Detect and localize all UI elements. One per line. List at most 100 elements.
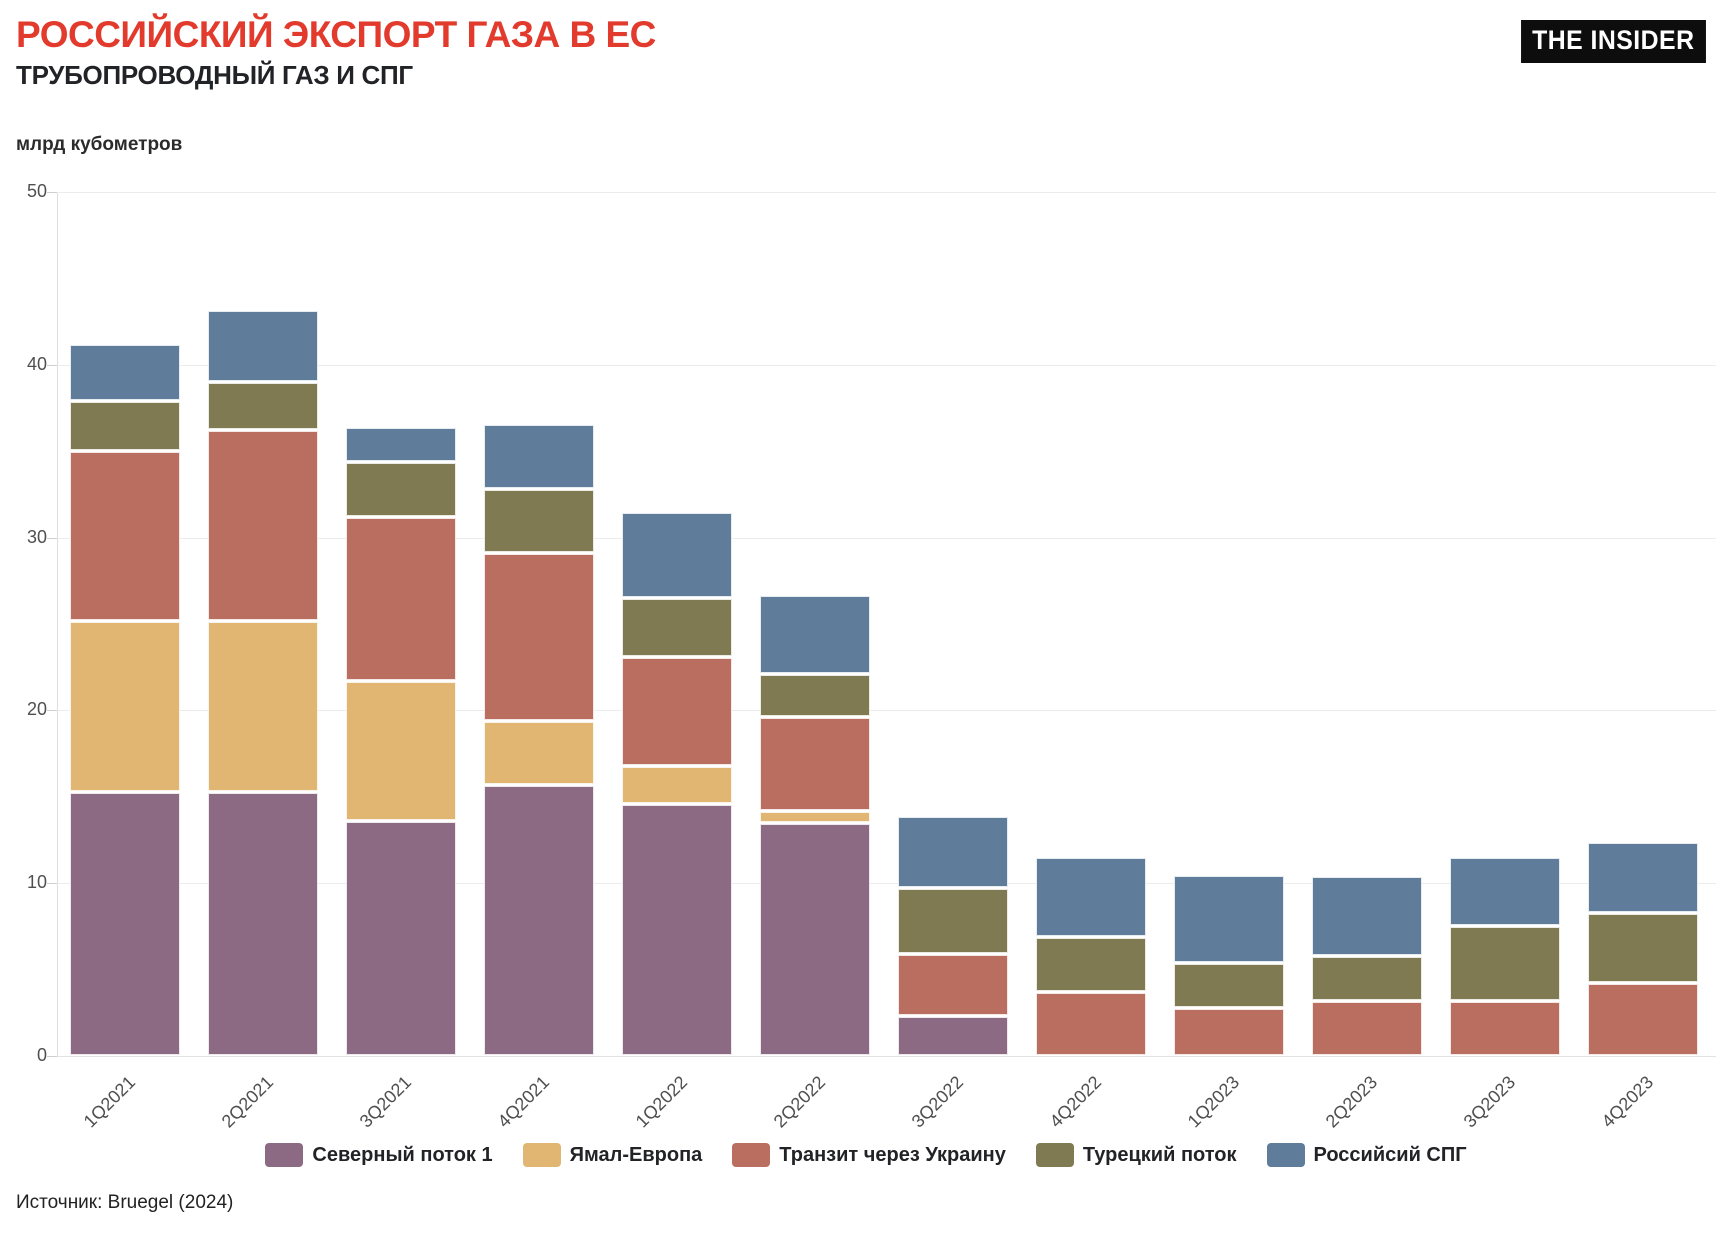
bar-4Q2021: [484, 192, 594, 1056]
segment-1Q2021-Транзит через Украину: [70, 452, 180, 620]
segment-1Q2023-Российсий СПГ: [1174, 875, 1284, 962]
legend-item: Транзит через Украину: [732, 1143, 1006, 1167]
legend-label: Турецкий поток: [1082, 1143, 1237, 1166]
segment-1Q2022-Транзит через Украину: [622, 657, 732, 765]
legend-label: Северный поток 1: [312, 1143, 493, 1166]
segment-3Q2023-Транзит через Украину: [1450, 1001, 1560, 1055]
segment-1Q2021-Турецкий поток: [70, 402, 180, 451]
legend-swatch: [1266, 1143, 1305, 1167]
gridline-40: [57, 364, 1716, 366]
segment-4Q2021-Ямал-Европа: [484, 721, 594, 784]
segment-1Q2022-Ямал-Европа: [622, 766, 732, 803]
bar-1Q2022: [622, 192, 732, 1056]
segment-1Q2021-Ямал-Европа: [70, 621, 180, 791]
y-tick-40: [47, 364, 57, 366]
segment-3Q2022-Турецкий поток: [898, 889, 1008, 954]
bar-4Q2023: [1588, 192, 1698, 1056]
x-tick-label-2Q2023: 2Q2023: [1321, 1072, 1382, 1132]
source-note: Источник: Bruegel (2024): [16, 1192, 234, 1213]
x-tick-label-4Q2021: 4Q2021: [493, 1072, 554, 1132]
gridline-0: [57, 1056, 1716, 1057]
segment-2Q2022-Российсий СПГ: [760, 595, 870, 674]
legend-item: Ямал-Европа: [522, 1143, 703, 1167]
bar-4Q2022: [1036, 192, 1146, 1056]
segment-2Q2022-Ямал-Европа: [760, 811, 870, 822]
segment-2Q2023-Российсий СПГ: [1312, 877, 1422, 955]
y-tick-30: [47, 537, 57, 539]
segment-2Q2022-Турецкий поток: [760, 675, 870, 717]
bar-3Q2021: [346, 192, 456, 1056]
x-tick-label-3Q2022: 3Q2022: [907, 1072, 968, 1132]
segment-4Q2023-Транзит через Украину: [1588, 984, 1698, 1055]
legend-item: Российсий СПГ: [1266, 1143, 1467, 1167]
segment-4Q2022-Российсий СПГ: [1036, 858, 1146, 936]
y-tick-label-20: 20: [26, 699, 47, 720]
legend-label: Транзит через Украину: [779, 1143, 1006, 1166]
bar-3Q2023: [1450, 192, 1560, 1056]
segment-1Q2021-Российсий СПГ: [70, 345, 180, 401]
legend-swatch: [265, 1143, 304, 1167]
bar-2Q2021: [208, 192, 318, 1056]
y-tick-label-0: 0: [36, 1045, 47, 1065]
bar-1Q2021: [70, 192, 180, 1056]
y-tick-50: [47, 192, 57, 193]
segment-1Q2022-Турецкий поток: [622, 599, 732, 656]
segment-1Q2022-Северный поток 1: [622, 804, 732, 1055]
x-tick-label-1Q2021: 1Q2021: [79, 1072, 140, 1132]
segment-1Q2023-Турецкий поток: [1174, 963, 1284, 1007]
legend-swatch: [522, 1143, 561, 1167]
legend-label: Ямал-Европа: [569, 1143, 703, 1166]
chart-subtitle: ТРУБОПРОВОДНЫЙ ГАЗ И СПГ: [16, 60, 413, 90]
legend-item: Турецкий поток: [1035, 1143, 1237, 1167]
segment-3Q2021-Транзит через Украину: [346, 517, 456, 681]
y-tick-label-50: 50: [26, 181, 47, 201]
y-axis-unit-label: млрд кубометров: [16, 134, 183, 155]
segment-1Q2021-Северный поток 1: [70, 792, 180, 1055]
x-tick-label-3Q2021: 3Q2021: [355, 1072, 416, 1132]
x-tick-label-3Q2023: 3Q2023: [1459, 1072, 1520, 1132]
segment-1Q2022-Российсий СПГ: [622, 512, 732, 598]
segment-1Q2023-Транзит через Украину: [1174, 1008, 1284, 1055]
the-insider-logo: THE INSIDER: [1521, 20, 1706, 63]
segment-4Q2022-Транзит через Украину: [1036, 993, 1146, 1055]
segment-4Q2021-Северный поток 1: [484, 785, 594, 1055]
bar-2Q2023: [1312, 192, 1422, 1056]
segment-2Q2023-Транзит через Украину: [1312, 1001, 1422, 1055]
y-tick-20: [47, 710, 57, 712]
segment-2Q2022-Транзит через Украину: [760, 718, 870, 810]
y-tick-label-10: 10: [26, 872, 47, 893]
x-tick-label-1Q2022: 1Q2022: [631, 1072, 692, 1132]
legend-item: Северный поток 1: [265, 1143, 493, 1167]
segment-4Q2022-Турецкий поток: [1036, 937, 1146, 992]
y-tick-label-30: 30: [26, 526, 47, 547]
segment-2Q2021-Северный поток 1: [208, 792, 318, 1055]
segment-4Q2023-Российсий СПГ: [1588, 842, 1698, 912]
legend-label: Российсий СПГ: [1313, 1143, 1467, 1166]
x-tick-label-1Q2023: 1Q2023: [1183, 1072, 1244, 1132]
legend: Северный поток 1 Ямал-Европа Транзит через…: [0, 1143, 1732, 1167]
segment-2Q2021-Транзит через Украину: [208, 431, 318, 620]
x-tick-label-4Q2022: 4Q2022: [1045, 1072, 1106, 1132]
segment-2Q2021-Ямал-Европа: [208, 621, 318, 791]
y-tick-10: [47, 883, 57, 885]
segment-3Q2022-Транзит через Украину: [898, 955, 1008, 1016]
chart-title: РОССИЙСКИЙ ЭКСПОРТ ГАЗА В ЕС: [16, 14, 656, 55]
x-tick-label-4Q2023: 4Q2023: [1597, 1072, 1658, 1132]
segment-2Q2021-Турецкий поток: [208, 383, 318, 430]
bar-1Q2023: [1174, 192, 1284, 1056]
gridline-50: [57, 192, 1716, 193]
segment-3Q2022-Российсий СПГ: [898, 816, 1008, 888]
segment-3Q2023-Российсий СПГ: [1450, 858, 1560, 926]
segment-3Q2021-Северный поток 1: [346, 822, 456, 1055]
gridline-10: [57, 883, 1716, 885]
y-tick-label-40: 40: [26, 353, 47, 374]
gridline-30: [57, 537, 1716, 539]
segment-4Q2023-Турецкий поток: [1588, 913, 1698, 983]
gridline-20: [57, 710, 1716, 712]
bar-2Q2022: [760, 192, 870, 1056]
legend-swatch: [732, 1143, 771, 1167]
segment-3Q2021-Турецкий поток: [346, 462, 456, 516]
segment-3Q2022-Северный поток 1: [898, 1017, 1008, 1055]
x-tick-label-2Q2022: 2Q2022: [769, 1072, 830, 1132]
bar-3Q2022: [898, 192, 1008, 1056]
